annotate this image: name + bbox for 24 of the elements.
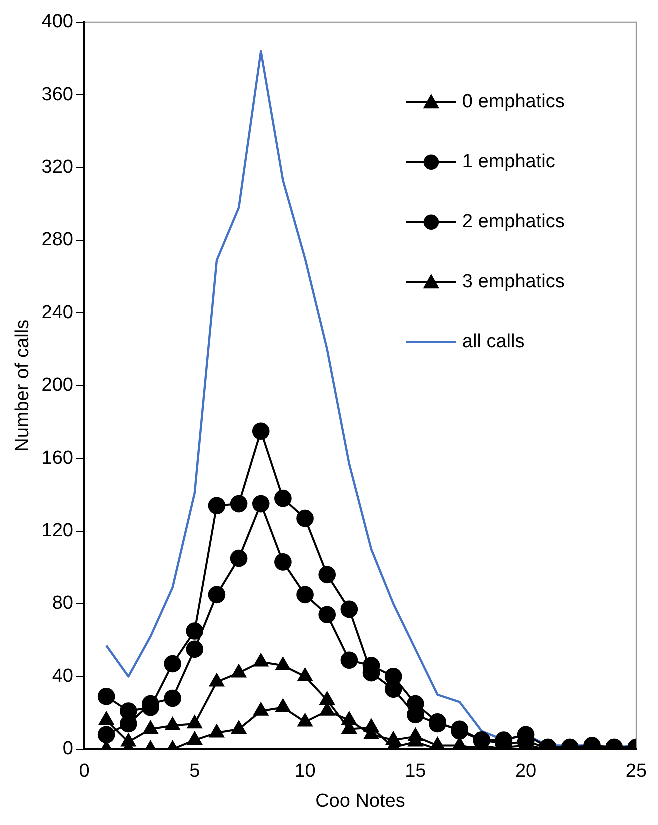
y-tick-label: 80	[52, 593, 74, 614]
legend-label: 1 emphatic	[462, 152, 556, 173]
y-tick-label: 240	[42, 302, 74, 324]
x-tick-label: 20	[515, 761, 537, 782]
y-tick-label: 120	[42, 520, 74, 542]
y-axis-title: Number of calls	[12, 320, 34, 452]
x-axis-title: Coo Notes	[316, 790, 406, 812]
x-tick-label: 5	[190, 761, 200, 782]
y-tick-label: 160	[42, 448, 74, 469]
x-tick-label: 15	[405, 761, 426, 782]
y-tick-label: 320	[42, 157, 74, 178]
y-tick-label: 200	[42, 375, 74, 396]
legend-label: 3 emphatics	[462, 272, 565, 293]
legend-label: 0 emphatics	[462, 92, 565, 113]
y-tick-label: 280	[42, 230, 74, 251]
x-tick-label: 25	[626, 761, 648, 782]
y-tick-label: 400	[42, 12, 74, 33]
y-tick-label: 360	[42, 84, 74, 106]
y-tick-label: 40	[52, 666, 74, 687]
x-tick-label: 0	[79, 761, 90, 782]
y-tick-label: 0	[62, 738, 74, 760]
legend-label: 2 emphatics	[462, 212, 565, 233]
x-tick-label: 10	[294, 761, 316, 782]
legend-label: all calls	[462, 332, 525, 353]
